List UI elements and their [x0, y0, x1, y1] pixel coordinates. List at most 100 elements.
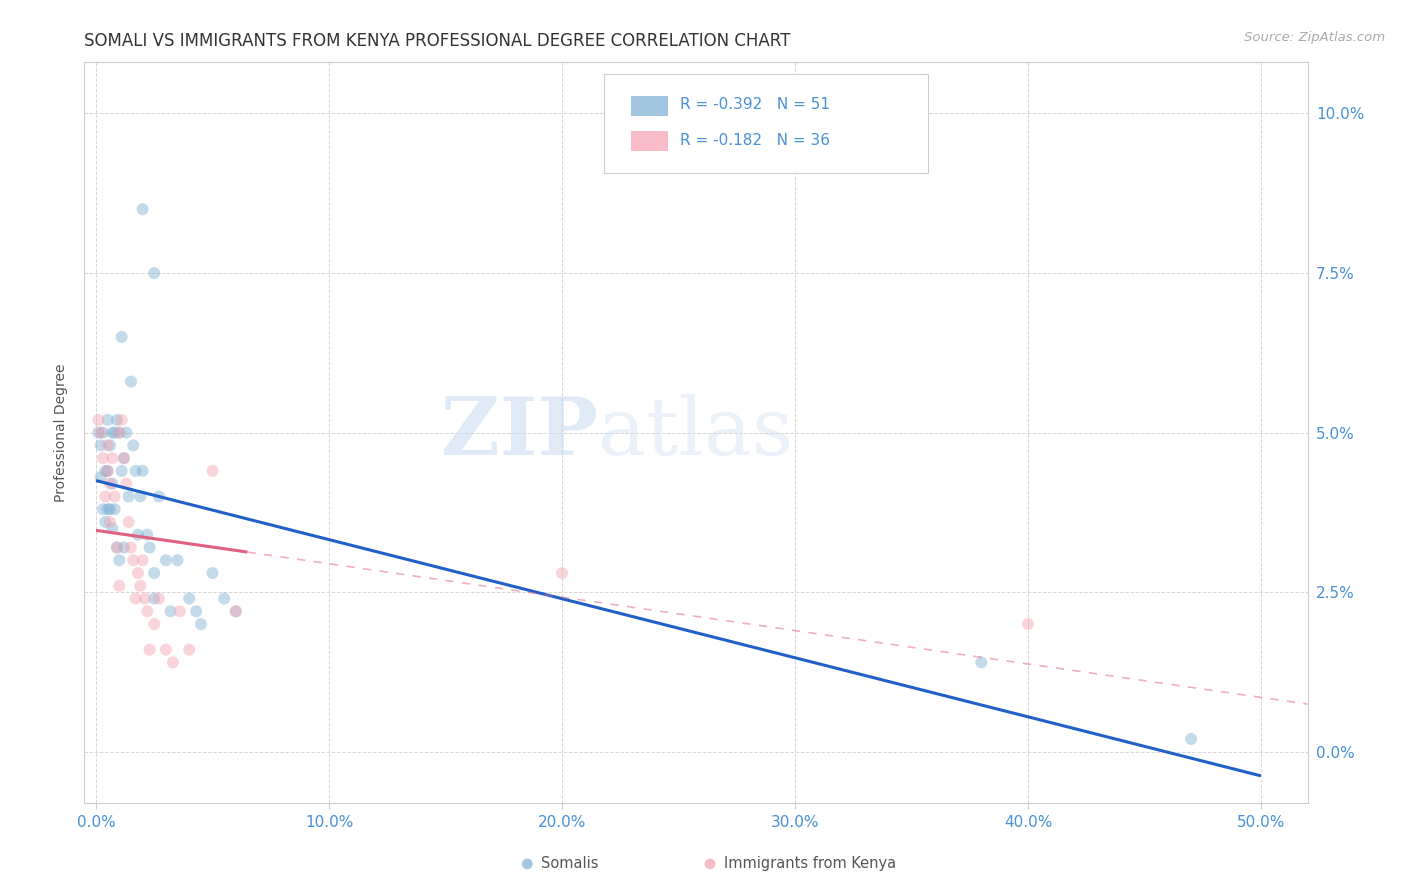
Point: [104, 502, 127, 516]
FancyBboxPatch shape: [631, 130, 668, 152]
Point: [105, 413, 128, 427]
Point: [120, 375, 142, 389]
Point: [87, 425, 110, 440]
Point: [104, 425, 127, 440]
Point: [516, 856, 538, 871]
Point: [97, 413, 120, 427]
Text: R = -0.182   N = 36: R = -0.182 N = 36: [681, 133, 830, 148]
Point: [97, 464, 120, 478]
Point: [155, 553, 177, 567]
Point: [225, 604, 247, 618]
Text: ZIP: ZIP: [441, 393, 598, 472]
Point: [101, 425, 124, 440]
Point: [112, 451, 135, 466]
Point: [87, 413, 110, 427]
Text: R = -0.392   N = 51: R = -0.392 N = 51: [681, 97, 830, 112]
Point: [201, 566, 224, 580]
Point: [169, 604, 191, 618]
Text: atlas: atlas: [598, 393, 793, 472]
Point: [179, 591, 201, 606]
Point: [1180, 731, 1202, 746]
Point: [155, 642, 177, 657]
Point: [131, 553, 153, 567]
Point: [98, 438, 121, 452]
Point: [91, 502, 114, 516]
Point: [115, 425, 138, 440]
Point: [90, 425, 112, 440]
Point: [124, 591, 146, 606]
Point: [159, 604, 181, 618]
Point: [143, 591, 166, 606]
Point: [186, 604, 208, 618]
Point: [127, 566, 149, 580]
Point: [122, 553, 145, 567]
Point: [94, 464, 117, 478]
Point: [108, 425, 131, 440]
Point: [115, 476, 138, 491]
Point: [201, 464, 224, 478]
Point: [97, 438, 120, 452]
Point: [162, 656, 184, 670]
Point: [212, 591, 235, 606]
Point: [98, 476, 121, 491]
Point: [94, 490, 117, 504]
Point: [90, 470, 112, 484]
Point: [97, 464, 120, 478]
Point: [117, 490, 139, 504]
Point: [179, 642, 201, 657]
Text: Source: ZipAtlas.com: Source: ZipAtlas.com: [1244, 31, 1385, 45]
Point: [1017, 617, 1039, 632]
Point: [190, 617, 212, 632]
Point: [111, 330, 134, 344]
Point: [131, 202, 153, 217]
Point: [166, 553, 188, 567]
FancyBboxPatch shape: [631, 95, 668, 117]
Point: [138, 541, 160, 555]
Point: [108, 425, 131, 440]
Point: [104, 490, 127, 504]
Point: [101, 451, 124, 466]
Point: [111, 413, 134, 427]
Point: [112, 451, 135, 466]
FancyBboxPatch shape: [605, 73, 928, 173]
Point: [134, 591, 156, 606]
Point: [136, 604, 159, 618]
Point: [131, 464, 153, 478]
Text: Immigrants from Kenya: Immigrants from Kenya: [724, 856, 896, 871]
Point: [124, 464, 146, 478]
Point: [551, 566, 574, 580]
Point: [143, 617, 166, 632]
Point: [148, 591, 170, 606]
Point: [225, 604, 247, 618]
Point: [101, 521, 124, 535]
Point: [143, 266, 166, 280]
Point: [105, 541, 128, 555]
Point: [127, 527, 149, 541]
Point: [136, 527, 159, 541]
Point: [129, 490, 152, 504]
Point: [148, 490, 170, 504]
Point: [91, 425, 114, 440]
Point: [98, 502, 121, 516]
Point: [143, 566, 166, 580]
Point: [112, 541, 135, 555]
Point: [699, 856, 721, 871]
Point: [97, 502, 120, 516]
Text: Somalis: Somalis: [541, 856, 599, 871]
Point: [98, 515, 121, 529]
Point: [108, 579, 131, 593]
Point: [122, 438, 145, 452]
Point: [120, 541, 142, 555]
Point: [90, 438, 112, 452]
Point: [108, 553, 131, 567]
Point: [970, 656, 993, 670]
Point: [105, 541, 128, 555]
Point: [91, 451, 114, 466]
Point: [111, 464, 134, 478]
Point: [101, 476, 124, 491]
Point: [94, 515, 117, 529]
Text: SOMALI VS IMMIGRANTS FROM KENYA PROFESSIONAL DEGREE CORRELATION CHART: SOMALI VS IMMIGRANTS FROM KENYA PROFESSI…: [84, 32, 790, 50]
Point: [129, 579, 152, 593]
Y-axis label: Professional Degree: Professional Degree: [55, 363, 69, 502]
Point: [138, 642, 160, 657]
